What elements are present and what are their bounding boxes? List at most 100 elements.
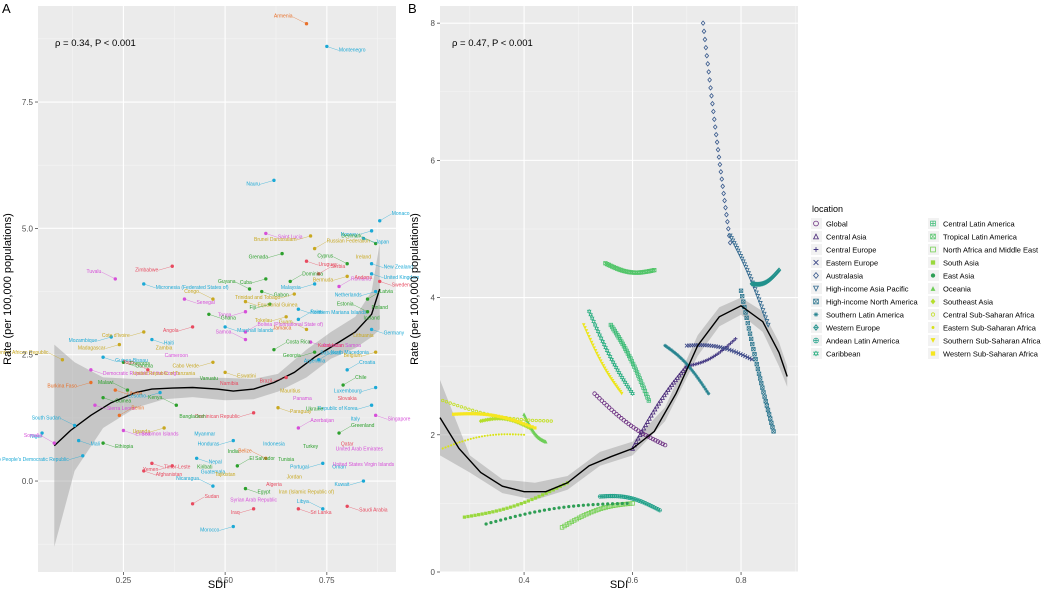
legend-item: Tropical Latin America	[928, 231, 1018, 242]
panel-b-y-tick-label: 8	[431, 19, 436, 28]
data-point	[475, 436, 477, 438]
legend-item: High-income North America	[811, 296, 919, 307]
data-point	[505, 507, 508, 510]
panel-b-x-axis-title: SDI	[610, 579, 628, 591]
data-point	[477, 513, 480, 516]
data-point	[525, 423, 528, 426]
country-point	[142, 330, 145, 333]
country-label: Belize	[238, 448, 252, 454]
legend-title: location	[812, 204, 843, 214]
legend-key-background	[928, 309, 939, 320]
legend-label: Western Europe	[826, 324, 880, 333]
data-point	[474, 412, 477, 415]
legend-label: Central Europe	[826, 246, 876, 255]
country-label: Sudan	[205, 494, 220, 500]
data-point	[606, 502, 609, 505]
data-point	[515, 433, 517, 435]
data-point	[506, 433, 508, 435]
data-point	[463, 412, 466, 415]
country-label: Slovakia	[338, 396, 357, 402]
country-label: Mozambique	[69, 338, 98, 344]
country-label: Argentina	[304, 358, 326, 364]
country-label: Vanuatu	[200, 376, 218, 382]
data-point	[481, 512, 484, 515]
data-point	[478, 436, 480, 438]
country-label: Cyprus	[317, 254, 333, 260]
legend-item: South Asia	[928, 257, 980, 268]
data-point	[516, 503, 519, 506]
country-label: Namibia	[220, 381, 239, 387]
country-point	[370, 328, 373, 331]
country-label: Tuvalu	[86, 269, 101, 275]
legend-label: Caribbean	[826, 350, 861, 359]
country-label: Jamaica	[273, 325, 292, 331]
data-point	[567, 505, 570, 508]
data-point	[472, 437, 474, 439]
legend-item: Central Asia	[811, 231, 867, 242]
data-point	[519, 421, 522, 424]
country-label: Cabo Verde	[173, 363, 200, 369]
data-point	[707, 392, 711, 396]
country-point	[207, 313, 210, 316]
data-point	[466, 515, 469, 518]
country-label: Cote d'Ivoire	[102, 333, 130, 339]
panel-b-x-tick-label: 0.8	[735, 576, 747, 585]
legend-label: Eastern Sub-Saharan Africa	[943, 324, 1037, 333]
legend-label: Western Sub-Saharan Africa	[943, 350, 1039, 359]
country-label: Solomon Islands	[142, 432, 179, 438]
panel-b-y-tick-label: 2	[431, 431, 436, 440]
data-point	[520, 434, 522, 436]
legend-label: Central Asia	[826, 233, 867, 242]
country-label: Brunei Darussalam	[254, 237, 297, 243]
country-point	[325, 45, 328, 48]
data-point	[463, 515, 466, 518]
country-point	[378, 219, 381, 222]
data-point	[553, 507, 556, 510]
country-point	[345, 505, 348, 508]
data-point	[498, 509, 501, 512]
country-point	[337, 431, 340, 434]
data-point	[520, 502, 523, 505]
legend-key-filled-square-icon	[931, 260, 935, 264]
country-point	[276, 406, 279, 409]
legend-label: South Asia	[943, 259, 980, 268]
legend-label: Andean Latin America	[826, 337, 900, 346]
data-point	[530, 498, 533, 501]
country-point	[114, 388, 117, 391]
country-point	[378, 280, 381, 283]
data-point	[472, 412, 475, 415]
country-label: Chile	[355, 375, 367, 381]
country-point	[374, 414, 377, 417]
country-label: Equatorial Guinea	[257, 303, 297, 309]
country-label: Greenland	[351, 423, 375, 429]
panel-a-y-axis-title: Rate (per 100,000 populations)	[2, 213, 14, 365]
country-label: Croatia	[359, 360, 375, 366]
legend-key-asterisk-icon	[814, 312, 819, 317]
legend-item: Southern Latin America	[811, 309, 905, 320]
data-point	[504, 517, 507, 520]
data-point	[626, 502, 629, 505]
country-label: Libya	[297, 499, 309, 505]
data-point	[577, 504, 580, 507]
country-label: Montenegro	[339, 47, 366, 53]
data-point	[491, 510, 494, 513]
country-label: Malaysia	[281, 285, 301, 291]
country-label: Kuwait	[334, 482, 350, 488]
country-point	[244, 310, 247, 313]
data-point	[503, 433, 505, 435]
country-label: South Sudan	[32, 415, 61, 421]
legend-item: Eastern Sub-Saharan Africa	[928, 322, 1037, 333]
legend-item: Oceania	[928, 283, 972, 294]
country-label: El Salvador	[249, 456, 275, 462]
legend-item: Caribbean	[811, 348, 861, 359]
data-point	[484, 435, 486, 437]
data-point	[453, 443, 455, 445]
data-point	[591, 503, 594, 506]
country-label: Lesotho	[128, 394, 146, 400]
country-label: Guyana	[218, 279, 236, 285]
data-point	[543, 509, 546, 512]
country-label: Costa Rica	[286, 340, 311, 346]
country-label: Bahamas	[320, 351, 342, 357]
